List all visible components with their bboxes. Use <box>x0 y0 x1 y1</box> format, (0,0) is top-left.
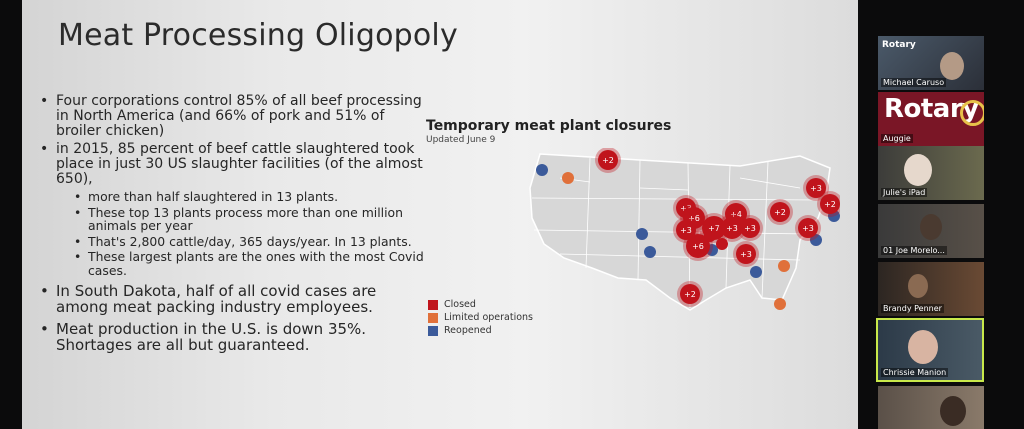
closure-cluster <box>721 217 743 239</box>
us-map: +2+3+6+3+6+7+4+3 +3+3+2+3+2+3+2 <box>529 148 840 311</box>
map-title: Temporary meat plant closures <box>426 118 672 134</box>
closure-markers: +2+3+6+3+6+7+4+3 +3+3+2+3+2+3+2 <box>536 148 840 310</box>
sub-bullet-item: That's 2,800 cattle/day, 365 days/year. … <box>34 234 424 249</box>
legend-limited: Limited operations <box>428 311 533 324</box>
closure-cluster <box>820 194 840 214</box>
closure-cluster-label: +3 <box>740 250 752 259</box>
sub-bullet-item: These top 13 plants process more than on… <box>34 205 424 233</box>
closure-cluster <box>686 234 710 258</box>
map-legend: Closed Limited operations Reopened <box>428 298 533 337</box>
reopened-marker <box>536 164 548 176</box>
reopened-marker <box>810 234 822 246</box>
reopened-marker <box>750 266 762 278</box>
bullet-item: Meat production in the U.S. is down 35%.… <box>34 321 424 353</box>
reopened-marker <box>636 228 648 240</box>
closure-cluster-label: +3 <box>726 224 738 233</box>
slide-title: Meat Processing Oligopoly <box>58 18 458 53</box>
participant-name: 01 Joe Morelo... <box>881 246 947 255</box>
reopened-marker <box>644 246 656 258</box>
closure-cluster <box>740 218 760 238</box>
participant-tile[interactable]: Rotary Michael Caruso <box>878 36 984 90</box>
closure-cluster-label: +3 <box>680 204 692 213</box>
closure-cluster-label: +3 <box>744 224 756 233</box>
participant-tile[interactable]: Brandy Penner <box>878 262 984 316</box>
legend-closed: Closed <box>428 298 533 311</box>
closure-cluster-label: +3 <box>680 226 692 235</box>
participant-tile[interactable]: Rotary Auggie <box>878 92 984 146</box>
closure-cluster <box>770 202 790 222</box>
participant-tile-active-speaker[interactable]: Chrissie Manion <box>876 318 984 382</box>
closure-cluster-label: +2 <box>774 208 786 217</box>
closure-cluster-label: +7 <box>708 224 720 233</box>
map-subtitle: Updated June 9 <box>426 135 496 145</box>
closure-cluster <box>676 220 696 240</box>
closure-cluster-label: +6 <box>688 214 700 223</box>
limited-marker <box>778 260 790 272</box>
participant-name: Auggie <box>881 134 913 143</box>
presentation-slide: Meat Processing Oligopoly Four corporati… <box>22 0 858 429</box>
participant-name: Julie's iPad <box>881 188 928 197</box>
sub-bullet-item: more than half slaughtered in 13 plants. <box>34 190 424 204</box>
closure-cluster <box>702 216 726 240</box>
closure-cluster-label: +6 <box>692 242 704 251</box>
closure-cluster-label: +3 <box>802 224 814 233</box>
closure-cluster-label: +4 <box>730 210 742 219</box>
closure-cluster <box>598 150 618 170</box>
legend-reopened: Reopened <box>428 324 533 337</box>
participant-name: Brandy Penner <box>881 304 944 313</box>
limited-marker <box>774 298 786 310</box>
participant-name: Chrissie Manion <box>881 368 949 377</box>
limited-marker <box>562 172 574 184</box>
closure-cluster-label: +2 <box>824 200 836 209</box>
bullet-item: Four corporations control 85% of all bee… <box>34 94 424 139</box>
closure-cluster-label: +3 <box>810 184 822 193</box>
closure-cluster <box>798 218 818 238</box>
closure-cluster-label: +2 <box>684 290 696 299</box>
closure-cluster <box>736 244 756 264</box>
bullet-item: in 2015, 85 percent of beef cattle slaug… <box>34 142 424 187</box>
participant-tile[interactable] <box>878 386 984 429</box>
participant-tile[interactable]: 01 Joe Morelo... <box>878 204 984 258</box>
bullet-list: Four corporations control 85% of all bee… <box>34 94 424 356</box>
closure-cluster <box>806 178 826 198</box>
participant-tile[interactable]: Julie's iPad <box>878 146 984 200</box>
closed-marker <box>716 238 728 250</box>
closure-cluster-label: +2 <box>602 156 614 165</box>
participant-name: Michael Caruso <box>881 78 947 87</box>
bullet-item: In South Dakota, half of all covid cases… <box>34 283 424 315</box>
sub-bullet-item: These largest plants are the ones with t… <box>34 250 424 277</box>
participant-gallery: Rotary Michael Caruso Rotary Auggie Juli… <box>864 0 1024 429</box>
closure-cluster <box>680 284 700 304</box>
